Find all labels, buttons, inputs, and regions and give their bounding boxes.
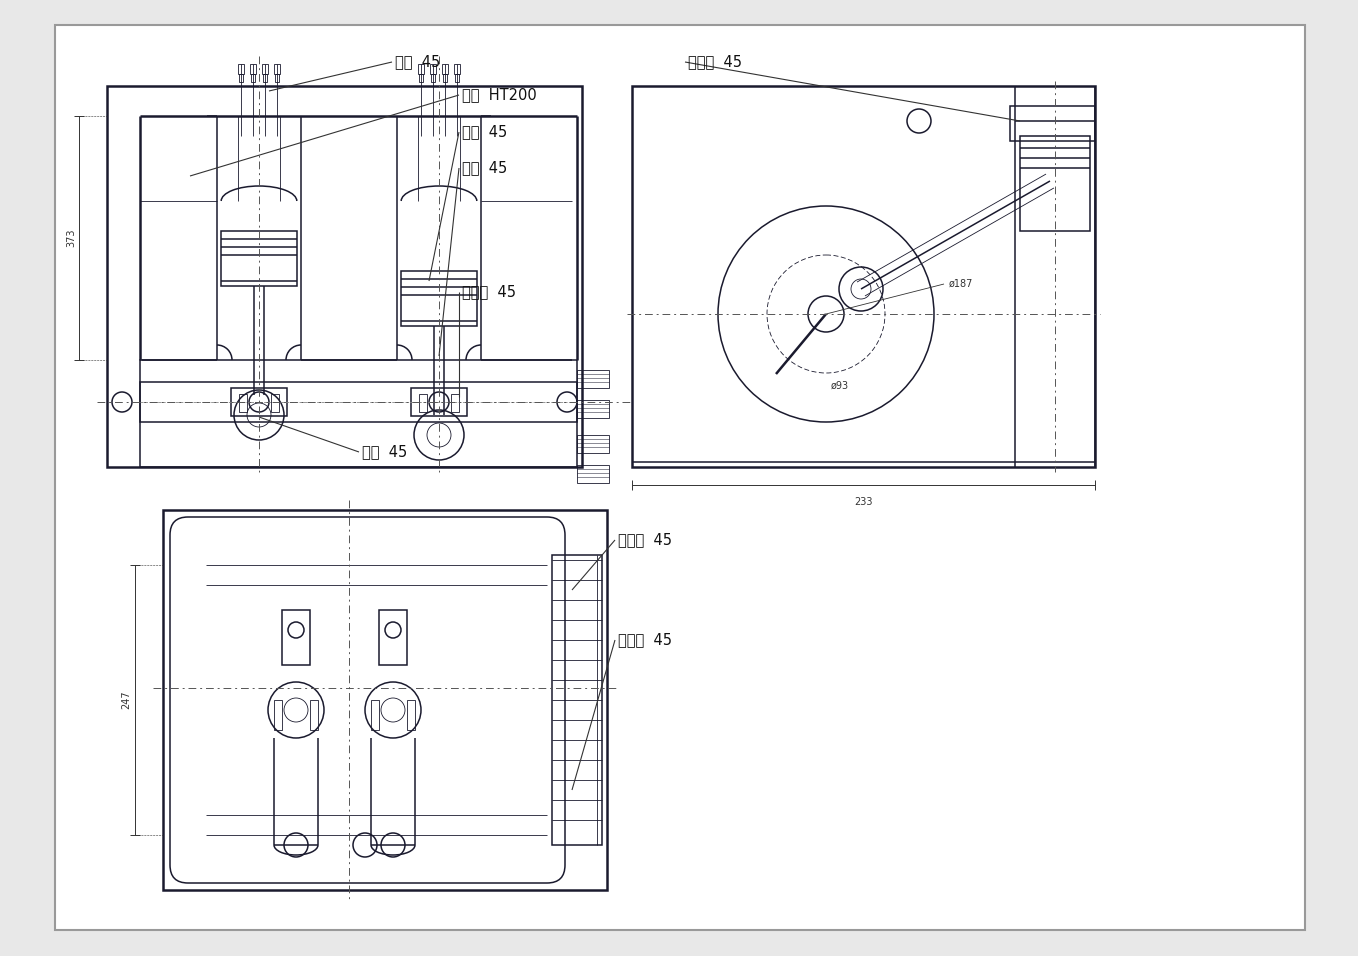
Bar (239, 74, 243, 82)
Bar (454, 64, 460, 74)
Bar (310, 700, 318, 730)
Bar (272, 394, 278, 412)
Text: 摆杆  45: 摆杆 45 (395, 54, 440, 70)
Text: 373: 373 (67, 228, 76, 248)
Text: 活塞  45: 活塞 45 (462, 124, 508, 140)
Bar (401, 271, 477, 326)
Bar (451, 394, 459, 412)
Bar (239, 394, 247, 412)
Bar (430, 74, 435, 82)
Bar (282, 610, 310, 665)
Bar (140, 360, 577, 467)
Bar (221, 231, 297, 286)
Text: ø187: ø187 (949, 279, 974, 289)
Bar (263, 74, 268, 82)
Bar (371, 700, 379, 730)
Bar (430, 64, 436, 74)
Text: ø93: ø93 (831, 380, 849, 390)
Text: 连杆  45: 连杆 45 (462, 161, 508, 176)
Bar (250, 64, 257, 74)
Bar (420, 74, 422, 82)
Text: 连杆盖  45: 连杆盖 45 (462, 285, 516, 299)
Text: 小齿轮  45: 小齿轮 45 (618, 633, 672, 647)
Text: 大齿轮  45: 大齿轮 45 (618, 532, 672, 548)
Bar (163, 510, 607, 890)
Bar (577, 465, 608, 483)
Bar (276, 74, 278, 82)
Bar (274, 700, 282, 730)
Bar (140, 382, 577, 422)
Bar (231, 388, 287, 416)
Bar (551, 555, 602, 845)
Bar (379, 610, 407, 665)
Bar (1010, 106, 1095, 141)
Bar (441, 64, 448, 74)
Bar (577, 370, 608, 388)
Bar (274, 64, 280, 74)
Bar (443, 74, 447, 82)
Bar (577, 400, 608, 418)
Bar (107, 86, 583, 467)
Bar (407, 700, 416, 730)
Bar (238, 64, 244, 74)
Bar (418, 64, 424, 74)
Bar (1020, 136, 1090, 231)
Bar (262, 64, 268, 74)
Text: 247: 247 (121, 690, 130, 709)
Bar (577, 435, 608, 453)
Bar (631, 86, 1095, 467)
Text: 233: 233 (854, 497, 873, 507)
Text: 缸体  HT200: 缸体 HT200 (462, 88, 536, 102)
Bar (411, 388, 467, 416)
Bar (455, 74, 459, 82)
Text: 曲轴  45: 曲轴 45 (363, 445, 407, 460)
Text: 凸轮轴  45: 凸轮轴 45 (689, 54, 741, 70)
Bar (420, 394, 426, 412)
Bar (251, 74, 255, 82)
